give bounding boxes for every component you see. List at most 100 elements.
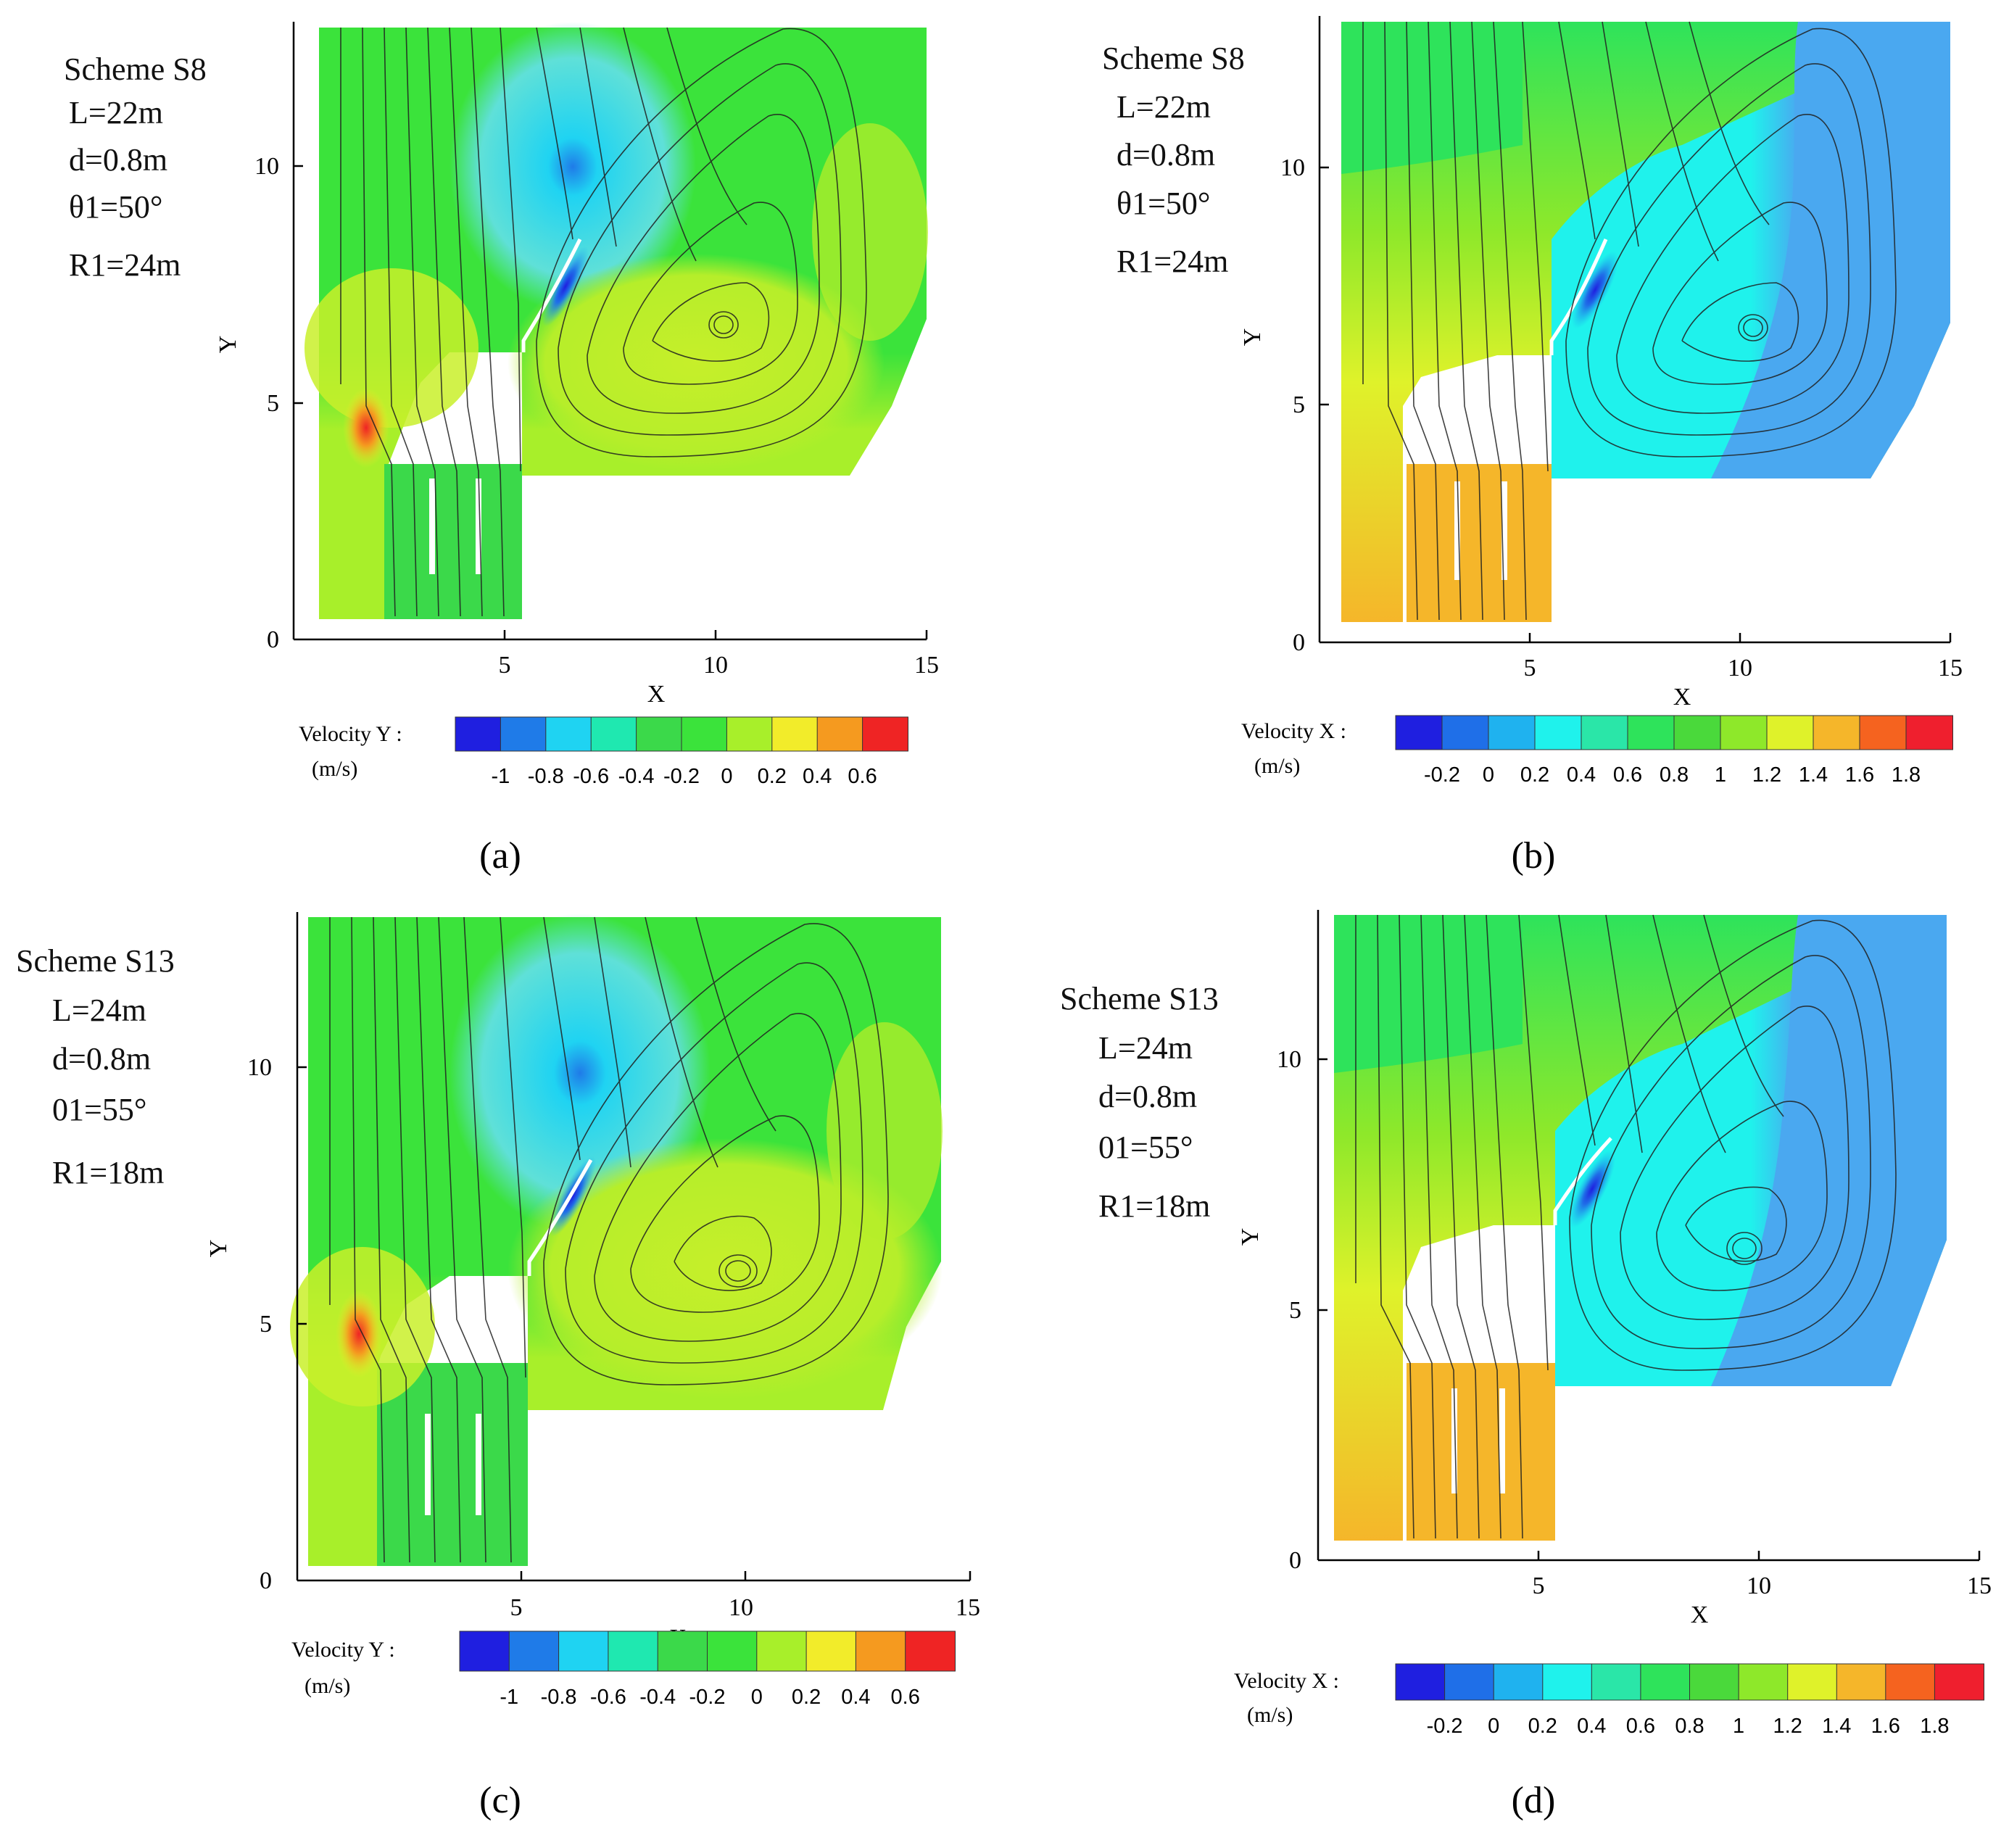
colorbar-tick-d: 1.2 <box>1773 1715 1802 1738</box>
inlet-channel-b <box>1407 464 1552 622</box>
colorbar-tick-b: -0.2 <box>1424 763 1460 787</box>
colorbar-segment-a <box>726 716 773 752</box>
colorbar-unit-b: (m/s) <box>1254 754 1300 778</box>
colorbar-segment-d <box>1395 1663 1446 1701</box>
colorbar-tick-a: 0 <box>721 765 732 788</box>
colorbar-tick-d: 1.8 <box>1920 1715 1949 1738</box>
far-right-b <box>1711 22 1950 478</box>
x-axis-label-a: X <box>647 681 666 708</box>
colorbar-segment-c <box>707 1631 758 1672</box>
guide-tip-d <box>1568 1150 1616 1228</box>
colorbar-segment-c <box>558 1631 609 1672</box>
caption-b: (b) <box>1512 835 1556 877</box>
guide-wall-c <box>527 1159 593 1276</box>
left-yellow-a <box>305 268 479 428</box>
y-tick-5-c: 5 <box>260 1311 272 1338</box>
colorbar-segment-d <box>1836 1663 1886 1701</box>
scheme-line-a-3: θ1=50° <box>69 189 163 225</box>
scheme-line-c-0: Scheme S13 <box>16 943 175 979</box>
y-tick-0-d: 0 <box>1289 1547 1301 1574</box>
colorbar-tick-c: 0 <box>751 1686 763 1709</box>
scheme-labels-d: Scheme S13 L=24m d=0.8m 01=55° R1=18m <box>1060 981 1219 1224</box>
upper-left-d <box>1334 915 1523 1073</box>
axes-a <box>292 22 928 641</box>
x-tick-10-d: 10 <box>1747 1573 1771 1599</box>
colorbar-segment-b <box>1905 715 1953 750</box>
axes-c <box>296 912 972 1582</box>
colorbar-unit-a: (m/s) <box>312 757 357 781</box>
colorbar-segment-d <box>1542 1663 1593 1701</box>
colorbar-segment-b <box>1766 715 1814 750</box>
colorbar-tick-b: 0.8 <box>1660 763 1689 787</box>
colorbar-segment-a <box>771 716 819 752</box>
scheme-line-b-1: L=22m <box>1117 89 1211 125</box>
x-tick-10-b: 10 <box>1728 655 1752 681</box>
colorbar-segment-b <box>1813 715 1860 750</box>
far-right-d <box>1711 915 1947 1386</box>
colorbar-segment-a <box>500 716 547 752</box>
x-tick-10-a: 10 <box>703 652 728 679</box>
guide-wall-b <box>1549 238 1608 355</box>
colorbar-tick-b: 1 <box>1715 763 1726 787</box>
colorbar-tick-b: 0.6 <box>1613 763 1642 787</box>
colorbar-segment-a <box>816 716 863 752</box>
colorbar-a: Velocity Y : (m/s) -1 -0.8 -0.6 -0.4 -0.2 0 0.… <box>299 716 908 788</box>
scheme-labels-b: Scheme S8 L=22m d=0.8m θ1=50° R1=24m <box>1102 41 1245 279</box>
colorbar-tick-b: 0.2 <box>1520 763 1549 787</box>
colorbar-tick-a: 0.2 <box>758 765 787 788</box>
recirculation-right-a <box>812 123 928 341</box>
colorbar-tick-c: 0.2 <box>792 1686 821 1709</box>
y-axis-label-c: Y <box>205 1240 232 1258</box>
scheme-line-c-1: L=24m <box>52 993 146 1028</box>
colorbar-tick-a: -0.2 <box>663 765 700 788</box>
colorbar-tick-a: 0.6 <box>848 765 877 788</box>
colorbar-segment-c <box>608 1631 659 1672</box>
y-tick-0-c: 0 <box>260 1567 272 1594</box>
colorbar-tick-c: -0.6 <box>590 1686 626 1709</box>
corner-high-a <box>343 388 389 468</box>
x-tick-5-a: 5 <box>499 652 511 679</box>
caption-c: (c) <box>479 1780 521 1821</box>
colorbar-segment-b <box>1441 715 1489 750</box>
colorbar-unit-d: (m/s) <box>1247 1703 1293 1727</box>
inlet-channel-d <box>1407 1363 1555 1541</box>
y-axis-label-b: Y <box>1239 328 1266 347</box>
inlet-channel-c <box>377 1363 528 1566</box>
colorbar-tick-d: 1 <box>1733 1715 1744 1738</box>
panel-b: 0 5 10 5 10 15 X Y Scheme S8 L=22m d=0.8… <box>1102 16 1963 877</box>
colorbar-tick-a: -0.4 <box>618 765 655 788</box>
scheme-line-b-4: R1=24m <box>1117 244 1228 279</box>
colorbar-tick-c: -1 <box>500 1686 518 1709</box>
colorbar-d: Velocity X : (m/s) -0.2 0 0.2 0.4 0.6 0.8 1 1.2… <box>1234 1663 1984 1738</box>
scheme-line-b-0: Scheme S8 <box>1102 41 1245 76</box>
y-tick-10-d: 10 <box>1277 1046 1301 1073</box>
colorbar-b: Velocity X : (m/s) -0.2 0 0.2 0.4 0.6 0.8 1 1.2… <box>1241 715 1953 787</box>
colorbar-segment-c <box>756 1631 808 1672</box>
colorbar-title-b: Velocity X : <box>1241 719 1346 743</box>
scheme-labels-c: Scheme S13 L=24m d=0.8m 01=55° R1=18m <box>16 943 175 1190</box>
colorbar-segment-a <box>545 716 592 752</box>
y-axis-label-d: Y <box>1237 1228 1264 1246</box>
colorbar-segment-c <box>508 1631 560 1672</box>
x-tick-10-c: 10 <box>729 1594 753 1621</box>
colorbar-tick-d: 0.8 <box>1675 1715 1704 1738</box>
scheme-line-b-2: d=0.8m <box>1117 137 1215 173</box>
scheme-labels-a: Scheme S8 L=22m d=0.8m θ1=50° R1=24m <box>64 51 207 283</box>
colorbar-segment-d <box>1591 1663 1641 1701</box>
colorbar-tick-d: 0.4 <box>1577 1715 1606 1738</box>
scheme-line-c-2: d=0.8m <box>52 1041 151 1077</box>
colorbar-title-d: Velocity X : <box>1234 1669 1339 1693</box>
colorbar-tick-b: 1.8 <box>1892 763 1921 787</box>
plot-c <box>290 913 943 1566</box>
colorbar-tick-d: -0.2 <box>1427 1715 1463 1738</box>
plot-b <box>1341 21 1950 622</box>
colorbar-tick-b: 0 <box>1483 763 1494 787</box>
streamlines-a <box>340 27 867 617</box>
scheme-line-d-0: Scheme S13 <box>1060 981 1219 1016</box>
caption-a: (a) <box>479 835 521 877</box>
scheme-line-a-2: d=0.8m <box>69 142 167 178</box>
inlet-channel-a <box>384 464 522 619</box>
guide-tip-b <box>1571 251 1619 329</box>
colorbar-tick-b: 1.6 <box>1845 763 1874 787</box>
